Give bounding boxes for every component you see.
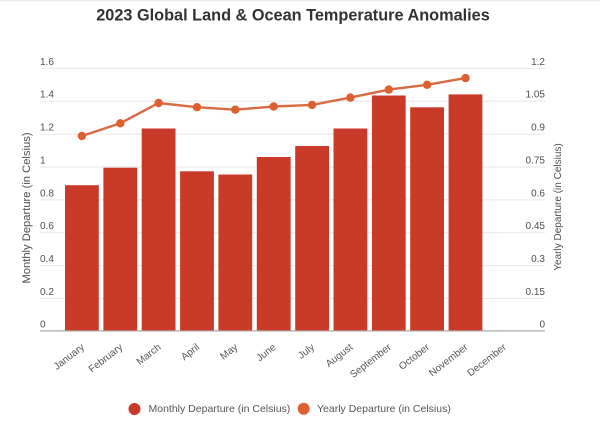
svg-text:1.6: 1.6 [40,57,54,68]
svg-text:0.9: 0.9 [531,123,545,134]
svg-text:1: 1 [40,156,46,167]
svg-text:1.2: 1.2 [531,57,545,68]
svg-text:Monthly Departure (in Celsius): Monthly Departure (in Celsius) [149,403,291,415]
svg-text:0.15: 0.15 [526,287,546,298]
svg-text:0: 0 [539,319,545,330]
svg-text:2023 Global Land & Ocean Tempe: 2023 Global Land & Ocean Temperature Ano… [96,7,490,25]
svg-text:Yearly Departure (in Celsius): Yearly Departure (in Celsius) [317,403,451,415]
svg-text:1.4: 1.4 [40,90,54,101]
svg-text:0.2: 0.2 [40,287,54,298]
svg-text:Yearly Departure (in Celsius): Yearly Departure (in Celsius) [553,143,564,270]
svg-text:0.3: 0.3 [531,254,545,265]
svg-text:0.6: 0.6 [531,188,545,199]
svg-text:Monthly Departure (in Celsius): Monthly Departure (in Celsius) [21,132,33,283]
svg-text:0.45: 0.45 [526,221,546,232]
svg-text:0.6: 0.6 [40,221,54,232]
svg-text:0: 0 [40,319,46,330]
svg-text:0.8: 0.8 [40,188,54,199]
svg-text:1.2: 1.2 [40,123,54,134]
svg-text:0.75: 0.75 [526,156,546,167]
svg-text:0.4: 0.4 [40,254,54,265]
svg-text:1.05: 1.05 [526,90,546,101]
